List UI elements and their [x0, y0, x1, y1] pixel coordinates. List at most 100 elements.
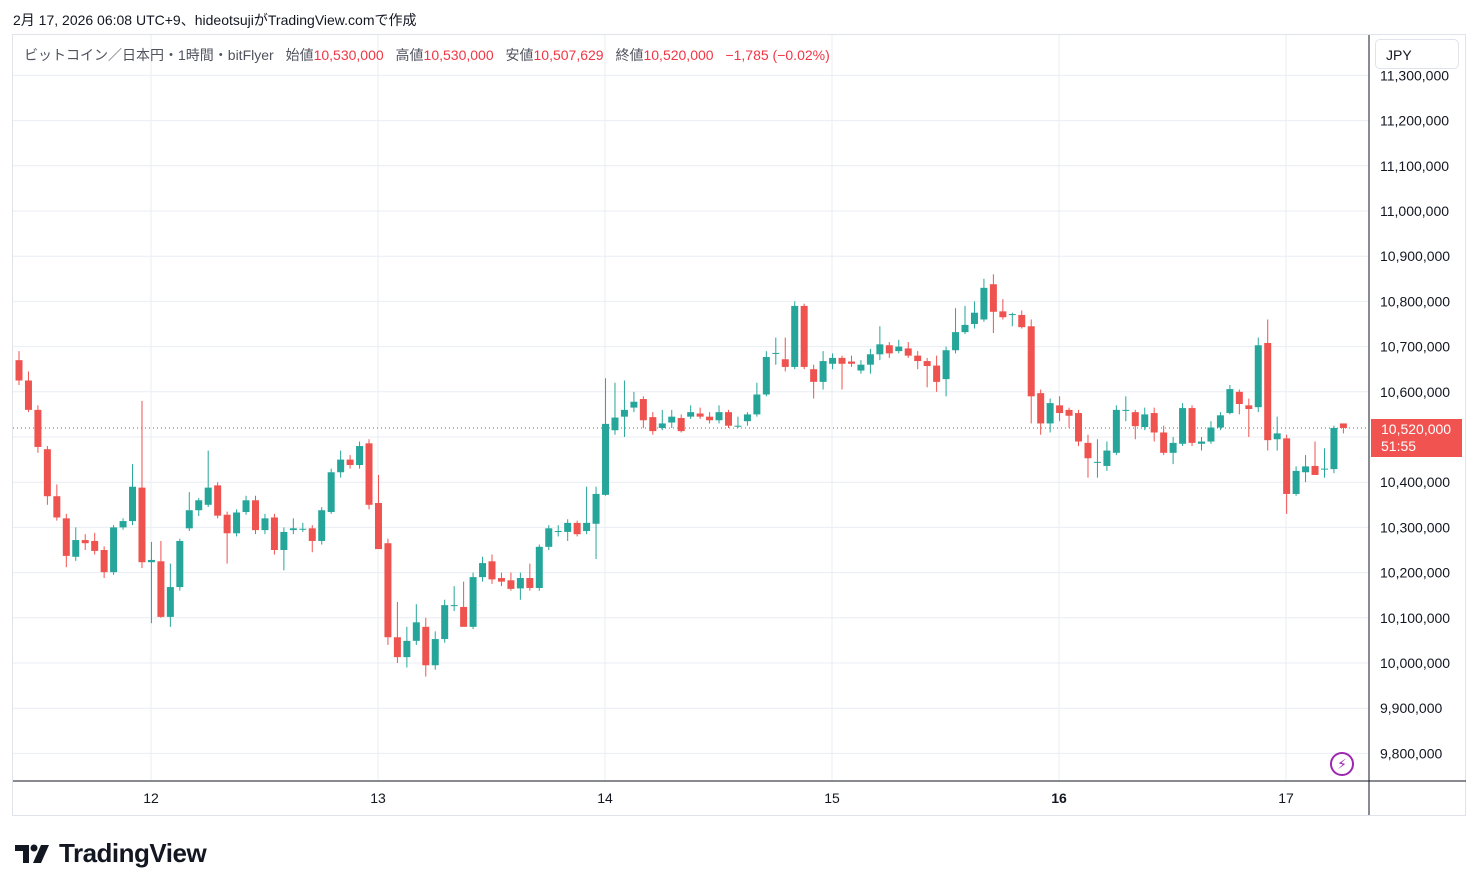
candle	[242, 495, 250, 515]
candle-body	[460, 606, 468, 627]
time-tick-label: 16	[1051, 790, 1067, 806]
candle-body	[1273, 433, 1281, 440]
candle-body	[743, 414, 751, 422]
candle	[706, 412, 714, 424]
candle	[195, 498, 203, 517]
candle	[261, 513, 269, 535]
candle-body	[72, 540, 80, 557]
candle	[999, 299, 1007, 320]
time-axis: 12 13 14 15 16 17	[143, 790, 1294, 806]
candle-body	[970, 312, 978, 324]
candles	[15, 274, 1347, 677]
candle	[762, 351, 770, 397]
candle-body	[753, 394, 761, 415]
candle	[1112, 405, 1120, 456]
candle-body	[923, 361, 931, 367]
lightning-icon[interactable]: ⚡	[1330, 752, 1354, 776]
high-value: 10,530,000	[423, 47, 494, 63]
candle	[649, 412, 657, 435]
candle-body	[592, 493, 600, 524]
candle-body	[289, 528, 297, 531]
candle	[1018, 310, 1026, 329]
current-price-label: 10,520,000 51:55	[1371, 419, 1462, 457]
close-label: 終値	[615, 47, 644, 63]
candle-body	[1075, 413, 1083, 442]
candle	[431, 631, 439, 670]
tradingview-logo[interactable]: TradingView	[15, 838, 207, 869]
candle	[1188, 405, 1196, 447]
candle	[1103, 441, 1111, 471]
candle	[1254, 337, 1262, 413]
candle	[696, 407, 704, 419]
candle-body	[876, 344, 884, 355]
candle	[639, 396, 647, 428]
candle	[289, 518, 297, 535]
price-tick-label: 10,700,000	[1380, 339, 1450, 355]
candle	[1084, 434, 1092, 478]
candle-body	[53, 496, 61, 518]
candle	[1339, 423, 1347, 434]
candle-body	[403, 640, 411, 658]
price-axis: 9,800,000 9,900,000 10,000,000 10,100,000 10…	[1380, 67, 1450, 761]
candle	[129, 464, 137, 526]
low-label: 安値	[505, 47, 534, 63]
candle-body	[431, 639, 439, 666]
candle-body	[1141, 414, 1149, 428]
candle	[1150, 407, 1158, 442]
candle	[781, 337, 789, 372]
candle-body	[1330, 427, 1338, 470]
time-tick-label: 12	[143, 790, 159, 806]
candle-body	[857, 364, 865, 371]
candle	[725, 409, 732, 428]
candle-body	[1207, 427, 1215, 442]
candle-body	[1027, 326, 1035, 397]
candle-body	[980, 287, 988, 320]
time-tick-label: 13	[370, 790, 386, 806]
candle	[535, 544, 543, 591]
candle-body	[422, 626, 430, 666]
candle-body	[176, 540, 184, 588]
candle-body	[497, 578, 505, 582]
candle-body	[365, 443, 373, 505]
candle-body	[583, 522, 591, 532]
candle	[1292, 466, 1300, 496]
candle	[1302, 455, 1310, 483]
candle	[1283, 434, 1291, 514]
time-tick-label: 15	[824, 790, 840, 806]
currency-button[interactable]: JPY	[1375, 39, 1459, 69]
candle	[460, 581, 468, 627]
candle-body	[1150, 413, 1158, 433]
price-tick-label: 10,000,000	[1380, 655, 1450, 671]
candle-body	[904, 348, 912, 356]
candle-body	[233, 512, 241, 534]
candle-body	[1311, 465, 1319, 475]
candle-body	[1018, 314, 1026, 328]
candle-body	[507, 580, 515, 589]
candle	[1179, 403, 1187, 447]
candle-body	[516, 578, 524, 589]
candle	[53, 484, 61, 521]
candle-body	[62, 518, 70, 556]
candle-body	[602, 423, 610, 495]
candle-body	[100, 550, 108, 573]
candle-body	[1093, 461, 1101, 463]
candle-body	[999, 311, 1007, 318]
candle	[204, 450, 212, 508]
candle-body	[214, 485, 222, 516]
candle-body	[81, 540, 89, 544]
candle-body	[554, 531, 562, 533]
candle	[1235, 389, 1243, 415]
candle	[233, 509, 241, 537]
candle-body	[129, 486, 137, 522]
candle-body	[658, 423, 666, 428]
candle	[223, 511, 231, 564]
candle	[374, 474, 382, 550]
candle	[838, 355, 846, 390]
candle-body	[270, 517, 278, 550]
candle	[1160, 425, 1168, 456]
candle	[989, 274, 997, 334]
candle	[280, 527, 288, 571]
candle	[885, 342, 893, 358]
candle-body	[885, 345, 893, 354]
